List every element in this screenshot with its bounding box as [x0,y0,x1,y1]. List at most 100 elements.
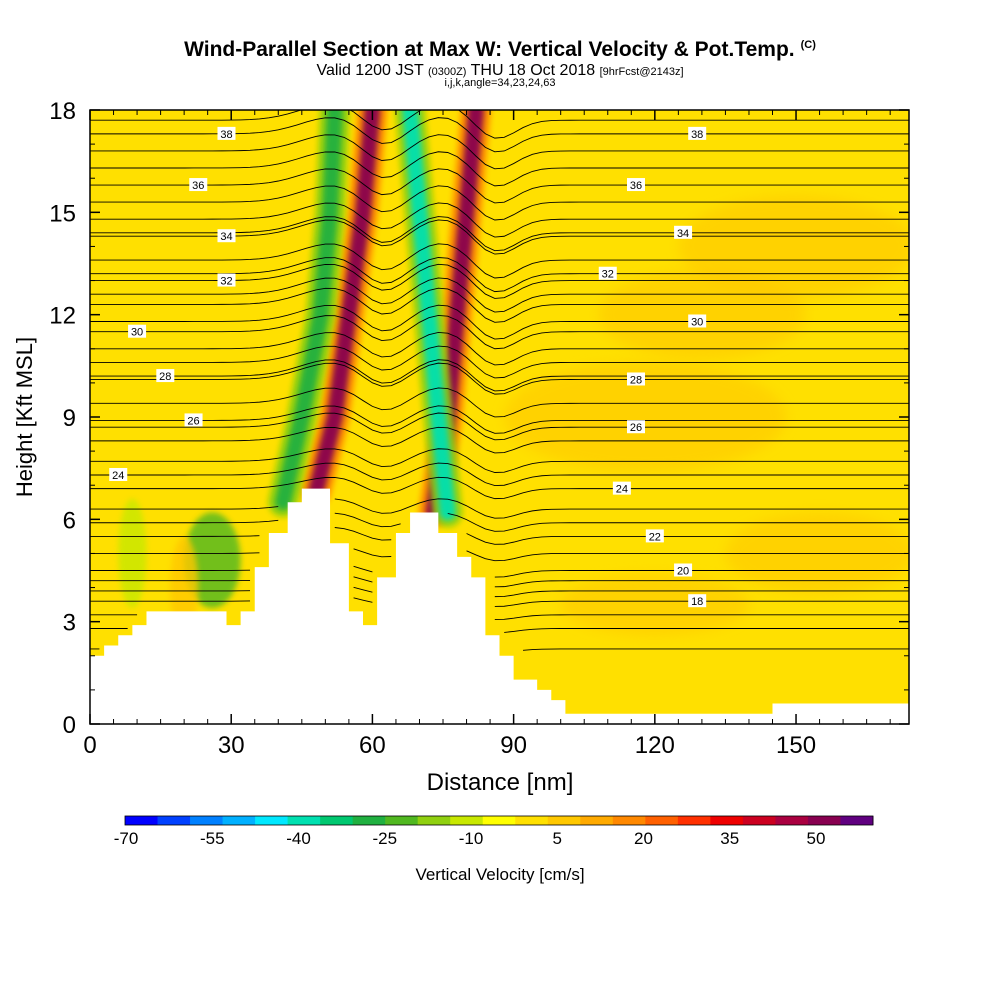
contour-label-box [217,273,236,287]
theta-contour-line [90,412,909,441]
colorbar-swatch [580,816,614,825]
theta-contour-label: 38 [688,126,707,141]
chart-subtitle: Valid 1200 JST (0300Z) THU 18 Oct 2018 [… [0,62,1000,80]
theta-contour-line [90,527,909,545]
colorbar: -70 -55 -40 -25 -10 5 20 35 50 [114,815,874,848]
theta-contour-line [90,315,909,350]
colorbar-swatch [287,816,321,825]
theta-contour-label: 38 [217,126,236,141]
theta-contour-label: 32 [217,273,236,288]
weak-updraft-patch [560,573,749,636]
colorbar-tick-label: 5 [553,829,562,848]
colorbar-tick-label: -10 [459,829,484,848]
contour-label-box [688,126,707,140]
colorbar-swatch [125,816,159,825]
colorbar-swatch [645,816,679,825]
colorbar-tick-label: 50 [807,829,826,848]
y-tick-label: 12 [49,303,76,330]
colorbar-swatch [222,816,256,825]
theta-contour-line [90,548,909,562]
colorbar-swatch [612,816,646,825]
contour-label-text: 30 [131,327,143,339]
theta-contour-label: 34 [217,229,236,243]
x-axis-label: Distance [nm] [427,769,574,796]
theta-contour-line [90,586,909,598]
contour-label-text: 36 [630,180,642,192]
contour-label-text: 32 [220,276,232,288]
colorbar-label: Vertical Velocity [cm/s] [415,865,584,884]
updraft-core-1 [307,110,381,501]
contour-label-box [184,413,203,427]
contour-label-box [688,314,707,328]
contour-label-box [674,563,693,577]
theta-contour-label: 26 [184,413,203,427]
colorbar-tick-label: -55 [200,829,225,848]
colorbar-swatch [450,816,484,825]
theta-contour-line [90,405,909,434]
theta-contour-label: 20 [674,563,693,578]
chart-title: Wind-Parallel Section at Max W: Vertical… [0,38,1000,62]
contour-label-text: 24 [616,484,628,496]
colorbar-swatch [385,816,419,825]
contour-label-box [189,178,208,192]
contour-label-text: 28 [630,374,642,386]
contour-label-text: 30 [691,316,703,328]
contour-label-box [217,229,236,243]
colorbar-swatch [320,816,354,825]
contour-label-box [128,324,147,338]
colorbar-tick-label: -40 [286,829,311,848]
y-tick-label: 6 [63,507,76,534]
weak-updraft-patch [504,362,787,472]
contour-label-text: 24 [112,470,124,482]
theta-contour-line [90,426,909,454]
contour-label-box [598,266,617,280]
contour-label-box [674,225,693,239]
theta-contour-line [90,648,909,651]
colorbar-swatch [190,816,224,825]
weak-updraft-patch [678,195,909,298]
theta-contour-label: 22 [645,529,664,543]
terrain [90,488,909,724]
contour-label-text: 38 [220,129,232,141]
theta-contour-label: 28 [627,372,645,386]
theta-contour-line [90,565,909,578]
theta-contour-label: 36 [627,178,645,192]
contour-label-box [627,178,645,192]
downdraft-core-1 [274,110,343,511]
contour-label-box [612,481,631,495]
contour-label-box [109,467,128,481]
theta-contour-label: 34 [674,225,693,240]
chart-subtitle-indices: i,j,k,angle=34,23,24,63 [444,77,556,89]
theta-contour-label: 18 [688,594,707,608]
colorbar-swatch [807,816,841,825]
colorbar-swatch [255,816,289,825]
colorbar-swatch [352,816,386,825]
chart-title-text: Wind-Parallel Section at Max W: Vertical… [184,38,795,61]
theta-contour-line [90,362,909,395]
theta-contour-line [90,151,909,187]
colorbar-tick-label: -70 [114,829,139,848]
contour-label-text: 32 [602,269,614,281]
contour-label-text: 18 [691,596,703,608]
theta-contour-line [90,359,909,392]
x-tick-label: 120 [635,732,675,759]
theta-contour-line [90,448,909,473]
colorbar-swatch [677,816,711,825]
subtitle-utc: (0300Z) [427,66,467,78]
theta-contour-label: 24 [612,481,631,496]
theta-contour-line [90,277,909,313]
theta-contour-line [90,614,909,620]
theta-contour-line [90,202,909,238]
x-tick-label: 30 [218,732,245,759]
colorbar-swatch [710,816,744,825]
contour-label-text: 22 [649,531,661,543]
colorbar-swatch [417,816,451,825]
contour-label-text: 26 [187,415,199,427]
x-axis: 0 30 60 90 120 150 [83,110,891,759]
colorbar-swatch [157,816,191,825]
theta-contour-line [90,498,909,519]
contour-label-text: 34 [677,228,689,240]
y-tick-label: 15 [49,200,76,227]
